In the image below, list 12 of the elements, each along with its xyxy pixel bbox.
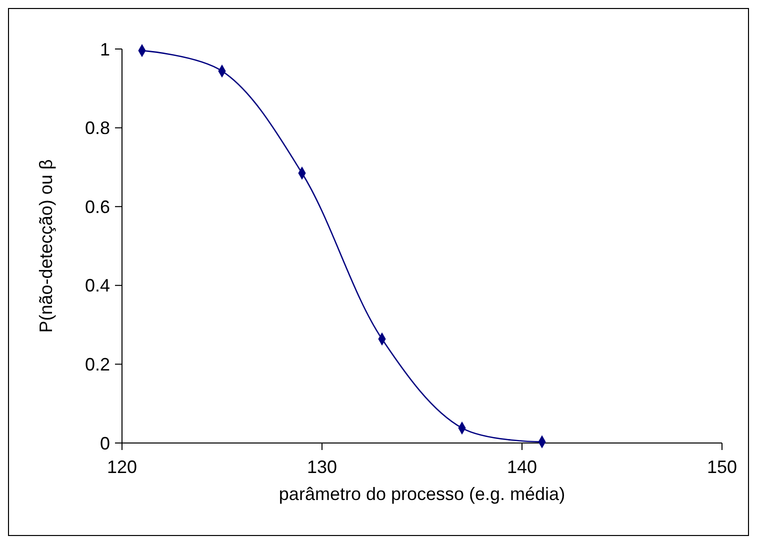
y-axis-title: P(não-detecção) ou β <box>36 159 56 333</box>
y-tick-label: 0 <box>100 433 110 454</box>
x-tick-label: 150 <box>706 457 738 477</box>
y-tick-label: 0.8 <box>84 118 110 138</box>
y-tick-label: 1 <box>100 39 110 60</box>
y-tick-label: 0.2 <box>84 354 110 374</box>
y-tick-label: 0.6 <box>84 196 110 217</box>
y-tick-label: 0.4 <box>84 276 110 296</box>
x-tick-label: 120 <box>106 457 138 477</box>
x-tick-label: 130 <box>306 457 338 477</box>
x-axis-title: parâmetro do processo (e.g. média) <box>278 484 566 504</box>
x-tick-label: 140 <box>506 457 538 477</box>
